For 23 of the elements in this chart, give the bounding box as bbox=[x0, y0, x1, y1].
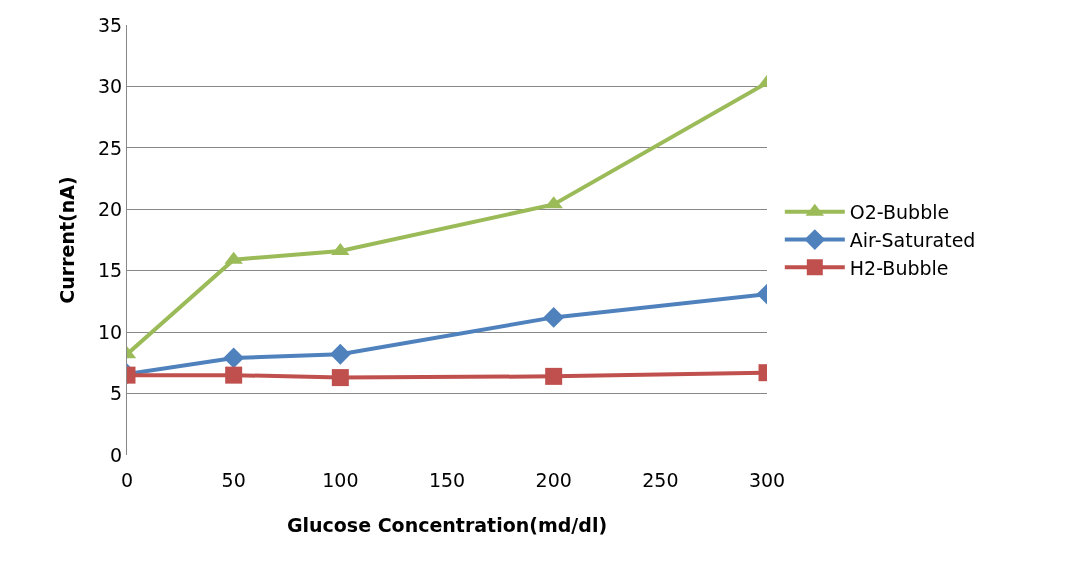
point bbox=[225, 366, 243, 384]
x-tick-label: 250 bbox=[642, 469, 679, 491]
legend-label: Air-Saturated bbox=[849, 228, 976, 251]
x-tick-label: 300 bbox=[748, 469, 786, 491]
x-tick-label: 200 bbox=[535, 469, 572, 491]
x-axis-title: Glucose Concentration(md/dl) bbox=[286, 513, 608, 536]
legend-label: H2-Bubble bbox=[849, 256, 949, 279]
point bbox=[331, 369, 349, 387]
y-tick-label: 25 bbox=[98, 136, 123, 159]
y-tick-label: 0 bbox=[110, 443, 123, 466]
point bbox=[329, 343, 351, 365]
y-tick-label: 35 bbox=[98, 13, 123, 36]
y-tick-label: 30 bbox=[98, 75, 123, 98]
y-tick-label: 10 bbox=[98, 320, 123, 343]
y-tick-label: 20 bbox=[98, 197, 123, 220]
y-tick-label: 15 bbox=[98, 259, 123, 282]
x-tick-label: 150 bbox=[428, 469, 466, 491]
y-tick-label: 5 bbox=[110, 382, 123, 405]
y-axis-title: Current(nA) bbox=[55, 176, 78, 304]
x-tick-label: 100 bbox=[322, 469, 359, 491]
point bbox=[223, 347, 245, 369]
x-tick-label: 50 bbox=[221, 469, 246, 491]
legend-label: O2-Bubble bbox=[849, 201, 950, 224]
